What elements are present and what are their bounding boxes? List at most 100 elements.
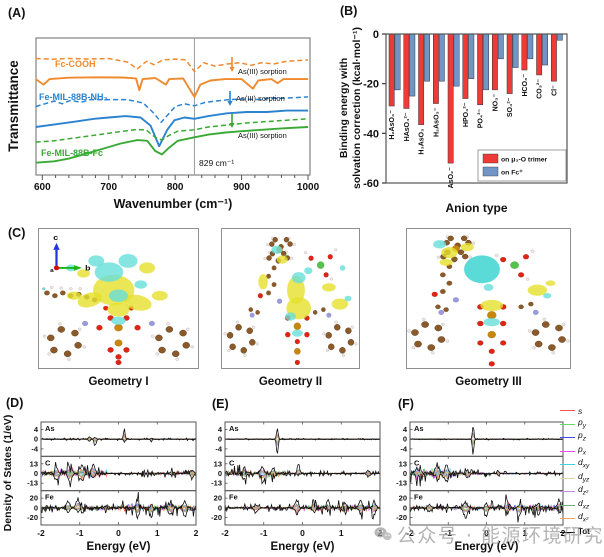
c-atom bbox=[411, 329, 419, 336]
x-tick-label: -2 bbox=[406, 528, 414, 538]
dos-traces-C bbox=[41, 461, 196, 488]
c-atom bbox=[165, 326, 174, 333]
h-atom bbox=[251, 325, 256, 329]
c-atom bbox=[283, 237, 290, 243]
binding-energy-bar-chart: 0 -20 -40 -60 H₂AsO₄⁻ HAsO₄²⁻ H₃AsO₃ H₂AsO₃⁻ AsO… bbox=[338, 27, 568, 215]
curve-label: Fe-MIL-88B-NH₂ bbox=[39, 92, 108, 102]
isosurface-blob bbox=[151, 290, 168, 301]
c-atom bbox=[71, 329, 79, 337]
c-atom bbox=[460, 235, 468, 242]
atom-r bbox=[488, 361, 495, 367]
axis-b-arrowhead bbox=[73, 265, 82, 271]
c-atom bbox=[287, 241, 293, 247]
atom-r bbox=[107, 347, 114, 353]
panel-label-f: (F) bbox=[398, 397, 414, 411]
x-tick-label: 600 bbox=[34, 182, 51, 193]
h-atom bbox=[468, 255, 472, 259]
x-tick-label: 900 bbox=[233, 182, 250, 193]
isosurface-blob bbox=[464, 255, 500, 284]
atom-w bbox=[330, 277, 334, 281]
atom-n bbox=[249, 312, 255, 318]
sorption-annotation: As(III) sorption bbox=[238, 131, 287, 140]
atom-g bbox=[114, 323, 123, 332]
curve-label: Fe-MIL-88B-Fc bbox=[41, 148, 103, 158]
bar-fc-0 bbox=[394, 33, 401, 91]
anion-label: PO₄³⁻ bbox=[478, 108, 485, 128]
dos-trace bbox=[41, 437, 196, 446]
ftir-curve-3 bbox=[35, 109, 308, 148]
x-tick-label: 2 bbox=[561, 528, 566, 538]
h-atom bbox=[166, 322, 170, 326]
atom-r bbox=[284, 331, 291, 338]
c-atom bbox=[427, 344, 436, 351]
legend-swatch-fc bbox=[482, 166, 499, 177]
isosurface-blob bbox=[483, 317, 500, 327]
legend-line bbox=[560, 410, 575, 412]
atom-r bbox=[323, 272, 329, 278]
isosurface-blob bbox=[88, 255, 105, 267]
atom-a bbox=[510, 261, 520, 269]
h-atom bbox=[566, 339, 570, 343]
c-atom bbox=[328, 343, 335, 351]
c-atom bbox=[558, 336, 566, 343]
y-tick-label: 0 bbox=[403, 469, 407, 478]
y-tick-label: 13 bbox=[214, 459, 222, 468]
bar-fc-4 bbox=[453, 33, 460, 87]
x-axis-title: Wavenumber (cm⁻¹) bbox=[114, 197, 233, 211]
h-atom bbox=[67, 357, 71, 361]
bar-fc-1 bbox=[409, 33, 416, 97]
element-label: C bbox=[414, 458, 420, 467]
atom-w bbox=[334, 248, 338, 252]
isosurface-blob bbox=[287, 276, 305, 305]
y-tick-label: 0 bbox=[34, 469, 38, 478]
x-tick-label: -1 bbox=[444, 528, 452, 538]
x-tick-label: -1 bbox=[260, 528, 268, 538]
sorption-arrowhead bbox=[229, 67, 235, 72]
c-atom bbox=[347, 339, 355, 346]
atom-n bbox=[276, 298, 283, 304]
isosurface-blob bbox=[134, 280, 148, 289]
legend-line bbox=[560, 450, 575, 452]
bar-trimer-3 bbox=[433, 33, 439, 104]
y-axis-title: Density of States (1/eV) bbox=[2, 415, 14, 532]
legend-label-fc: on Fc⁺ bbox=[501, 170, 523, 177]
x-tick-label: 700 bbox=[100, 182, 117, 193]
h-atom bbox=[255, 342, 259, 346]
c-atom bbox=[226, 332, 234, 339]
isosurface-blob bbox=[108, 289, 129, 302]
isosurface-blob bbox=[139, 262, 156, 274]
x-tick-label: 0 bbox=[300, 528, 305, 538]
axis-b-label: b bbox=[85, 264, 90, 272]
dos-trace bbox=[410, 437, 563, 455]
y-tick-label: 4 bbox=[218, 425, 223, 434]
c-atom bbox=[171, 350, 180, 358]
y-tick-label: -20 bbox=[27, 513, 38, 522]
atom-b bbox=[518, 304, 524, 310]
x-tick-label: 800 bbox=[167, 182, 184, 193]
anion-label: H₃AsO₃ bbox=[419, 129, 426, 155]
c-atom bbox=[334, 324, 341, 331]
x-tick-label: -2 bbox=[221, 528, 229, 538]
bar-trimer-11 bbox=[551, 33, 557, 82]
h-atom bbox=[334, 320, 338, 324]
bar-fc-9 bbox=[527, 33, 534, 60]
dos-trace bbox=[41, 491, 196, 512]
x-axis-title: Anion type bbox=[446, 201, 508, 215]
y-tick-label: -4 bbox=[400, 444, 407, 453]
x-tick-label: 0 bbox=[484, 528, 489, 538]
sorption-arrowhead bbox=[227, 101, 233, 106]
atom-w bbox=[78, 287, 83, 291]
x-tick-label: 2 bbox=[194, 528, 199, 538]
c-atom bbox=[534, 340, 543, 348]
y-tick-label: 0 bbox=[218, 469, 222, 478]
atom-r bbox=[304, 331, 310, 338]
element-label: C bbox=[45, 458, 51, 467]
atom-n bbox=[82, 320, 89, 327]
atom-r bbox=[308, 255, 314, 261]
legend-line bbox=[560, 504, 575, 506]
bar-fc-11 bbox=[556, 33, 563, 41]
atom-b bbox=[312, 309, 318, 315]
isosurface-blob bbox=[545, 280, 556, 286]
atom-b bbox=[435, 304, 441, 310]
atom-r bbox=[431, 291, 438, 298]
